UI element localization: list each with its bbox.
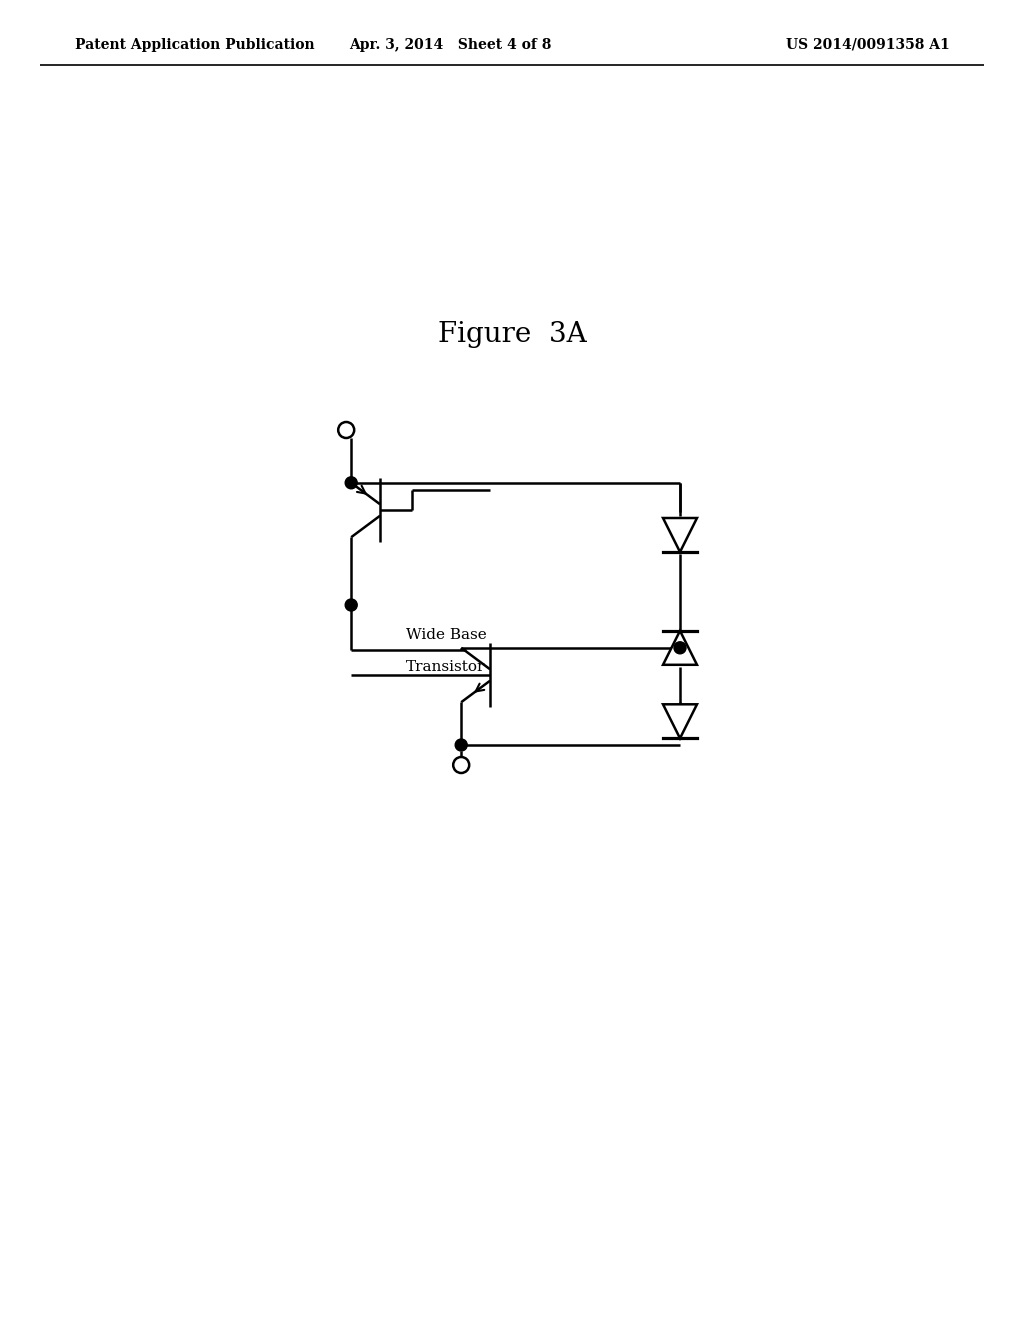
Text: Apr. 3, 2014   Sheet 4 of 8: Apr. 3, 2014 Sheet 4 of 8 [349,38,551,51]
Text: Figure  3A: Figure 3A [437,322,587,348]
Circle shape [674,642,686,653]
Polygon shape [663,705,697,738]
Circle shape [454,756,469,774]
Circle shape [456,739,467,751]
Text: Wide Base: Wide Base [407,628,487,642]
Circle shape [345,599,357,611]
Polygon shape [663,631,697,665]
Text: Patent Application Publication: Patent Application Publication [75,38,314,51]
Polygon shape [663,517,697,552]
Circle shape [345,477,357,488]
Circle shape [338,422,354,438]
Text: US 2014/0091358 A1: US 2014/0091358 A1 [786,38,950,51]
Text: Transistor: Transistor [407,660,485,675]
